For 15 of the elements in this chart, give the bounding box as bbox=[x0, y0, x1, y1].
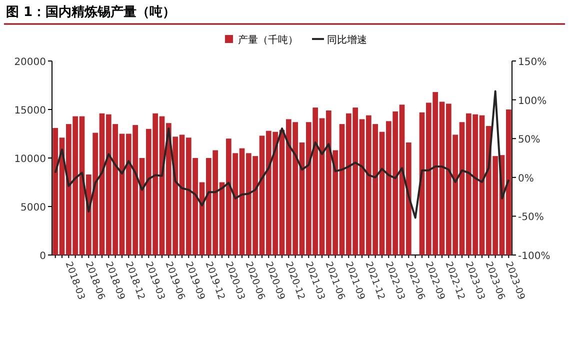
y2-tick-label: 50% bbox=[518, 134, 540, 146]
y2-tick-label: 150% bbox=[518, 57, 547, 68]
y-tick-label: 10000 bbox=[14, 154, 46, 165]
legend-label: 产量（千吨） bbox=[238, 34, 298, 46]
chart-title: 图 1：国内精炼锡产量（吨） bbox=[6, 4, 176, 20]
line-series bbox=[54, 90, 510, 219]
y2-tick-label: -100% bbox=[518, 251, 550, 262]
y-tick-label: 5000 bbox=[20, 202, 46, 214]
y2-tick-label: 0% bbox=[518, 173, 534, 184]
legend-label: 同比增速 bbox=[327, 34, 367, 46]
y2-tick-label: -50% bbox=[518, 212, 544, 224]
y-tick-label: 0 bbox=[40, 251, 46, 262]
y-tick-label: 20000 bbox=[14, 57, 46, 68]
y2-tick-label: 100% bbox=[518, 96, 547, 107]
y-tick-label: 15000 bbox=[14, 106, 46, 116]
